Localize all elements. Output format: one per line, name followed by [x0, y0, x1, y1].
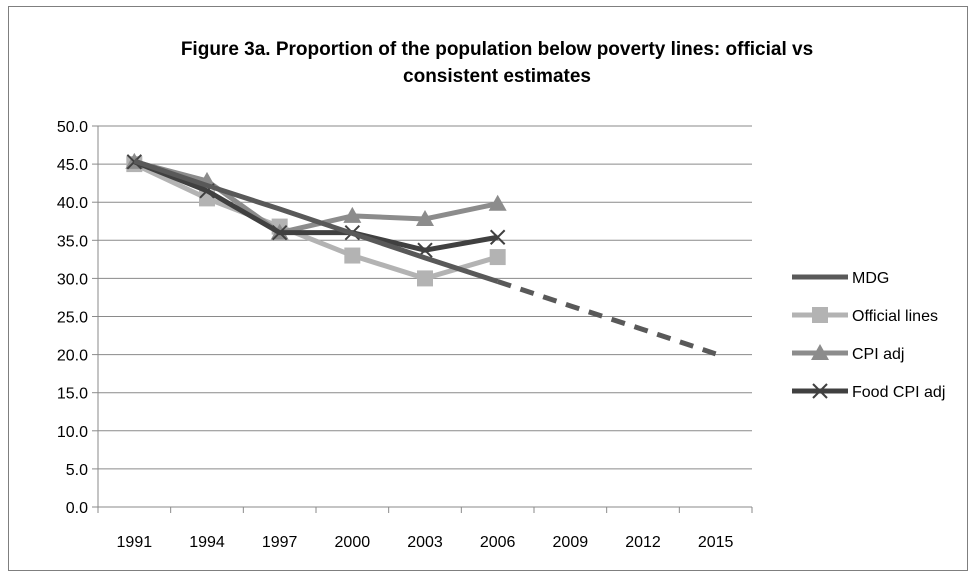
y-tick-label: 10.0	[57, 424, 88, 441]
legend-item: Official lines	[792, 307, 938, 325]
legend-label: CPI adj	[852, 346, 904, 363]
y-tick-label: 15.0	[57, 386, 88, 403]
legend: MDG Official lines CPI adj Food CPI adj	[792, 270, 945, 401]
triangle-marker	[488, 194, 507, 211]
x-tick-label: 2015	[698, 534, 734, 551]
y-tick-label: 0.0	[66, 500, 88, 517]
gridlines	[98, 125, 752, 470]
x-marker-stroke	[812, 383, 828, 399]
chart-title-line-1: Figure 3a. Proportion of the population …	[181, 39, 813, 60]
square-marker	[344, 247, 361, 264]
x-tick-label: 2009	[553, 534, 589, 551]
x-marker-stroke	[489, 229, 506, 245]
series-line	[133, 159, 499, 253]
x-tick-label: 1997	[262, 534, 298, 551]
legend-item: CPI adj	[792, 344, 904, 363]
x-marker-stroke	[271, 224, 288, 241]
series-line	[133, 159, 499, 236]
chart-frame	[8, 6, 968, 571]
y-tick-label: 5.0	[66, 462, 88, 479]
x-tick-label: 2012	[625, 534, 661, 551]
y-tick-label: 20.0	[57, 348, 88, 365]
legend-label: Official lines	[852, 308, 938, 325]
chart-title-line-2: consistent estimates	[403, 66, 591, 87]
x-tick-label: 1994	[189, 534, 225, 551]
series-line-dashed	[496, 279, 717, 357]
legend-label: MDG	[852, 270, 889, 287]
axes: 0.0 5.0 10.0 15.0 20.0 25.0 30.0 35.0 40.0 45.0 50…	[57, 119, 753, 551]
triangle-marker	[343, 206, 362, 223]
y-tick-label: 45.0	[57, 157, 88, 174]
y-tick-label: 40.0	[57, 195, 88, 212]
x-tick-label: 2006	[480, 534, 516, 551]
x-tick-label: 2003	[407, 534, 443, 551]
triangle-marker	[416, 209, 434, 226]
x-tick-label: 2000	[335, 534, 371, 551]
square-marker	[489, 249, 506, 266]
square-marker	[812, 307, 828, 323]
series-line-solid	[133, 158, 499, 284]
y-tick-label: 50.0	[57, 119, 88, 136]
square-marker	[417, 270, 433, 287]
triangle-marker	[811, 344, 829, 360]
legend-item: MDG	[792, 270, 889, 287]
legend-label: Food CPI adj	[852, 384, 945, 401]
series-cpi-adj	[125, 152, 507, 240]
y-tick-label: 25.0	[57, 310, 88, 327]
x-tick-label: 1991	[117, 534, 153, 551]
series-line	[133, 161, 499, 281]
y-tick-label: 30.0	[57, 271, 88, 288]
y-tick-label: 35.0	[57, 233, 88, 250]
series-lines	[125, 152, 717, 357]
series-mdg	[133, 158, 717, 357]
legend-item: Food CPI adj	[792, 383, 945, 401]
